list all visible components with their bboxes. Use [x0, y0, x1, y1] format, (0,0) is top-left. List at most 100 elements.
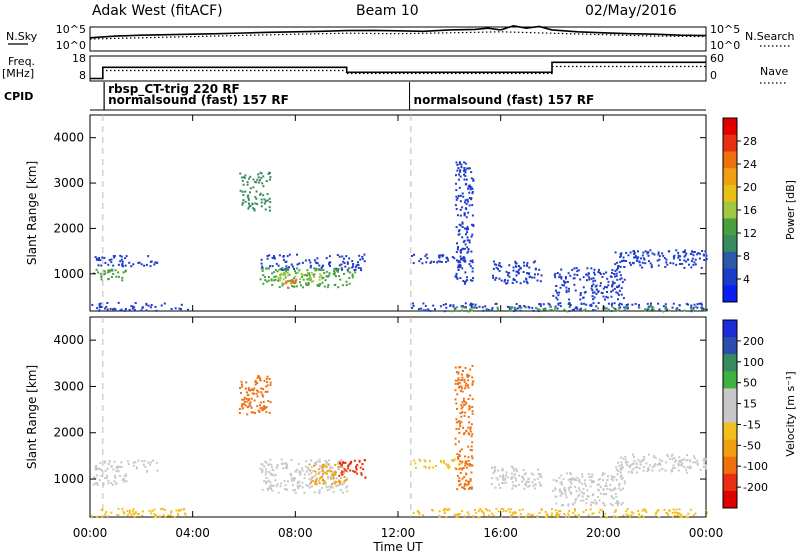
power-cell — [678, 258, 681, 261]
velocity-cell — [144, 465, 147, 468]
power-ytick-label: 2000 — [53, 221, 84, 235]
power-cell — [651, 252, 654, 255]
power-cell — [466, 251, 469, 254]
velocity-cell — [245, 381, 248, 384]
velocity-cell — [537, 473, 540, 475]
power-colorbar-tick-label: 12 — [743, 227, 757, 240]
power-cell — [472, 277, 474, 279]
velocity-cell — [641, 509, 644, 512]
velocity-cell — [310, 485, 313, 488]
velocity-cell — [674, 511, 676, 514]
power-cell — [276, 270, 279, 273]
velocity-cell — [584, 482, 586, 485]
velocity-colorbar-frame — [722, 319, 738, 509]
velocity-cell — [312, 464, 315, 467]
velocity-cell — [315, 479, 318, 482]
velocity-cell — [642, 469, 645, 472]
power-cell — [681, 262, 684, 265]
velocity-cell — [143, 459, 146, 462]
power-cell — [471, 259, 474, 262]
power-cell — [271, 265, 274, 268]
velocity-cell — [466, 483, 469, 486]
velocity-cell — [636, 466, 639, 469]
velocity-cell — [605, 482, 608, 485]
power-cell — [584, 308, 587, 311]
velocity-cell — [134, 461, 137, 464]
power-cell — [613, 307, 616, 310]
power-cell — [340, 263, 343, 266]
power-cell — [455, 309, 458, 312]
power-cell — [442, 254, 445, 257]
velocity-colorbar-tick-label: -200 — [743, 481, 768, 494]
velocity-cell — [243, 400, 246, 403]
power-cell — [619, 274, 622, 277]
power-cell — [440, 254, 443, 257]
power-cell — [568, 306, 571, 309]
power-cell — [465, 178, 468, 181]
velocity-cell — [620, 474, 623, 477]
power-cell — [508, 275, 511, 278]
nave-label: Nave — [760, 65, 788, 78]
power-cell — [580, 303, 583, 305]
noise-left-tick: 10^0 — [56, 39, 86, 52]
velocity-cell — [645, 462, 648, 465]
velocity-cell — [464, 387, 467, 390]
power-cell — [464, 260, 467, 263]
power-cell — [254, 181, 257, 183]
power-cell — [515, 265, 518, 268]
power-cell — [567, 290, 570, 293]
velocity-cell — [117, 513, 120, 516]
power-cell — [662, 254, 665, 257]
velocity-cell — [451, 459, 454, 461]
velocity-cell — [471, 433, 474, 436]
velocity-cell — [681, 462, 684, 465]
power-cell — [455, 306, 458, 309]
power-cell — [249, 205, 252, 207]
power-cell — [103, 256, 106, 259]
power-cell — [110, 258, 113, 261]
velocity-cell — [511, 476, 514, 479]
velocity-cell — [158, 515, 161, 518]
power-cell — [462, 256, 465, 259]
power-cell — [683, 309, 686, 312]
velocity-cell — [468, 374, 471, 377]
velocity-cell — [469, 479, 472, 482]
velocity-cell — [483, 514, 485, 517]
velocity-cell — [459, 460, 462, 463]
power-cell — [609, 275, 612, 278]
velocity-cell — [309, 469, 312, 472]
velocity-cell — [264, 460, 267, 463]
velocity-cell — [558, 513, 561, 516]
power-cell — [326, 286, 329, 289]
power-cell — [675, 307, 678, 310]
velocity-cell — [502, 482, 505, 485]
power-cell — [124, 257, 127, 260]
power-cell — [472, 223, 475, 226]
velocity-cell — [668, 458, 671, 460]
power-colorbar-tick-label: 28 — [743, 135, 757, 148]
power-cell — [258, 181, 260, 184]
velocity-cell — [463, 476, 466, 478]
power-cell — [101, 256, 104, 259]
power-cell — [467, 187, 469, 190]
velocity-cell — [419, 459, 422, 462]
velocity-cell — [342, 466, 345, 469]
power-cell — [322, 276, 325, 279]
velocity-cell — [315, 473, 317, 476]
velocity-cell — [343, 468, 346, 471]
velocity-cell — [259, 407, 262, 410]
velocity-cell — [526, 480, 528, 483]
velocity-cell — [455, 418, 458, 421]
velocity-cell — [609, 484, 612, 487]
velocity-cell — [345, 486, 348, 489]
power-cell — [460, 166, 463, 169]
power-cell — [621, 260, 624, 262]
power-cell — [593, 268, 596, 271]
power-cell — [466, 200, 469, 203]
xtick-label: 00:00 — [73, 526, 108, 540]
power-cell — [690, 304, 693, 307]
power-cell — [517, 268, 520, 271]
velocity-cell — [346, 490, 349, 493]
velocity-cell — [460, 404, 463, 407]
velocity-cell — [653, 465, 656, 468]
